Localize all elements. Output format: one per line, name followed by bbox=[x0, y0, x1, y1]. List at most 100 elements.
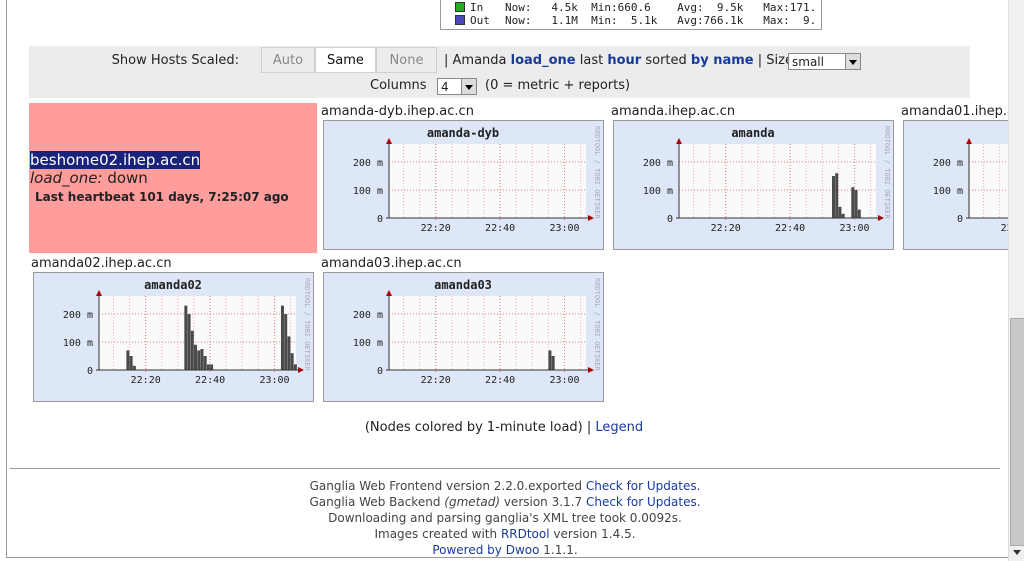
text: Images created with bbox=[374, 527, 498, 541]
link[interactable]: Powered by bbox=[432, 543, 502, 557]
size-value: small bbox=[792, 55, 824, 69]
bar bbox=[129, 356, 133, 370]
bar bbox=[854, 190, 858, 218]
y-arrow bbox=[386, 290, 392, 296]
down-host-cell[interactable]: beshome02.ihep.ac.cn load_one: down Last… bbox=[29, 103, 317, 253]
legend-swatch bbox=[455, 15, 465, 25]
legend-name: In bbox=[470, 1, 484, 14]
bar bbox=[200, 349, 204, 370]
x-tick-label: 22:20 bbox=[421, 223, 451, 234]
text: Downloading and parsing ganglia's XML tr… bbox=[328, 511, 682, 525]
scale-button[interactable]: Auto bbox=[261, 47, 315, 73]
legend-link[interactable]: Legend bbox=[595, 420, 644, 435]
plot-bg bbox=[389, 296, 586, 370]
host-label[interactable]: amanda-dyb.ihep.ac.cn bbox=[321, 104, 474, 119]
columns-select[interactable]: 4 bbox=[437, 78, 477, 95]
bar bbox=[290, 353, 294, 370]
bar bbox=[851, 187, 855, 218]
columns-label: Columns bbox=[370, 78, 427, 93]
y-arrow bbox=[966, 138, 972, 144]
x-tick-label: 23:00 bbox=[549, 223, 579, 234]
bar bbox=[132, 365, 136, 370]
footer-line: Powered by Dwoo 1.1.1. bbox=[10, 543, 1000, 557]
status: down bbox=[107, 169, 148, 187]
bar bbox=[838, 206, 842, 218]
y-tick-label: 100 m bbox=[933, 186, 963, 197]
sort[interactable]: by name bbox=[690, 53, 754, 68]
legend-text: Now: 1.1M Min: 5.1k Avg:766.1k Max: 9. bbox=[505, 14, 817, 27]
x-tick-label: 22:40 bbox=[485, 375, 515, 386]
bar bbox=[841, 213, 845, 218]
x-tick-label: 22:20 bbox=[131, 375, 161, 386]
bar bbox=[284, 314, 288, 370]
scale-button[interactable]: Same bbox=[315, 47, 376, 73]
bar bbox=[831, 176, 835, 218]
size-select[interactable]: small bbox=[788, 53, 861, 70]
footer-line: Ganglia Web Backend (gmetad) version 3.1… bbox=[10, 495, 1000, 509]
graph[interactable]: amanda-dyb 0 100 m 200 m 22:20 22:40 23:00 RRDT… bbox=[323, 120, 604, 250]
watermark: RRDTOOL / TOBI OETIKER bbox=[303, 278, 311, 372]
y-tick-label: 200 m bbox=[643, 158, 673, 169]
bar bbox=[184, 305, 188, 370]
graph-title: amanda02 bbox=[144, 278, 202, 292]
watermark: RRDTOOL / TOBI OETIKER bbox=[883, 126, 891, 220]
y-arrow bbox=[676, 138, 682, 144]
scroll-thumb[interactable] bbox=[1010, 318, 1024, 546]
graph[interactable]: amanda03 0 100 m 200 m 22:20 22:40 23:00 RRDTOO… bbox=[323, 272, 604, 402]
scale-button[interactable]: None bbox=[376, 47, 437, 73]
link[interactable]: Dwoo bbox=[505, 543, 540, 557]
range[interactable]: hour bbox=[607, 53, 642, 68]
text: | Size bbox=[757, 53, 793, 68]
x-tick-label: 23:00 bbox=[259, 375, 289, 386]
bar bbox=[203, 356, 207, 370]
x-tick-label: 23:00 bbox=[549, 375, 579, 386]
y-tick-label: 0 bbox=[667, 214, 673, 225]
scrollbar[interactable] bbox=[1008, 0, 1024, 561]
text: version 1.4.5. bbox=[553, 527, 636, 541]
text: version 3.1.7 bbox=[503, 495, 583, 509]
columns-note: (0 = metric + reports) bbox=[485, 78, 631, 93]
x-tick-label: 22:20 bbox=[1001, 223, 1008, 234]
link[interactable]: RRDtool bbox=[500, 527, 550, 541]
text: (gmetad) bbox=[444, 495, 500, 509]
bar bbox=[548, 350, 552, 370]
host-label[interactable]: amanda03.ihep.ac.cn bbox=[321, 256, 462, 271]
host-name[interactable]: beshome02.ihep.ac.cn bbox=[30, 151, 201, 169]
footer-line: Downloading and parsing ganglia's XML tr… bbox=[10, 511, 1000, 525]
link[interactable]: Check for Updates. bbox=[585, 495, 701, 509]
bar bbox=[857, 209, 861, 218]
x-tick-label: 22:40 bbox=[485, 223, 515, 234]
graph[interactable]: amanda 0 100 m 200 m 22:20 22:40 23:00 RRDTOOL … bbox=[613, 120, 894, 250]
graph-title: amanda-dyb bbox=[427, 126, 499, 140]
y-tick-label: 0 bbox=[87, 366, 93, 377]
y-tick-label: 100 m bbox=[63, 338, 93, 349]
host-label[interactable]: amanda01.ihep.ac.cn bbox=[901, 104, 1008, 119]
bar bbox=[206, 364, 210, 370]
columns-value: 4 bbox=[441, 80, 449, 94]
text: | Amanda bbox=[444, 53, 507, 68]
scroll-down[interactable] bbox=[1013, 550, 1021, 555]
x-tick-label: 22:40 bbox=[775, 223, 805, 234]
metric[interactable]: load_one bbox=[510, 53, 576, 68]
y-arrow bbox=[386, 138, 392, 144]
x-tick-label: 23:00 bbox=[839, 223, 869, 234]
x-tick-label: 22:20 bbox=[711, 223, 741, 234]
graph[interactable]: amanda02 0 100 m 200 m 22:20 22:40 23:00 RRDTOO… bbox=[33, 272, 314, 402]
y-tick-label: 100 m bbox=[643, 186, 673, 197]
text: Ganglia Web Frontend version 2.2.0.expor… bbox=[309, 479, 583, 493]
host-label[interactable]: amanda02.ihep.ac.cn bbox=[31, 256, 172, 271]
bar bbox=[293, 364, 297, 370]
plot-bg bbox=[679, 144, 876, 218]
bar bbox=[287, 336, 291, 370]
bar bbox=[190, 330, 194, 370]
bar bbox=[194, 344, 198, 370]
y-tick-label: 0 bbox=[377, 214, 383, 225]
x-tick-label: 22:40 bbox=[195, 375, 225, 386]
host-label[interactable]: amanda.ihep.ac.cn bbox=[611, 104, 736, 119]
legend-text: Now: 4.5k Min:660.6 Avg: 9.5k Max:171. bbox=[505, 1, 817, 14]
bar bbox=[197, 350, 201, 370]
link[interactable]: Check for Updates. bbox=[585, 479, 701, 493]
plot-bg bbox=[969, 144, 1008, 218]
